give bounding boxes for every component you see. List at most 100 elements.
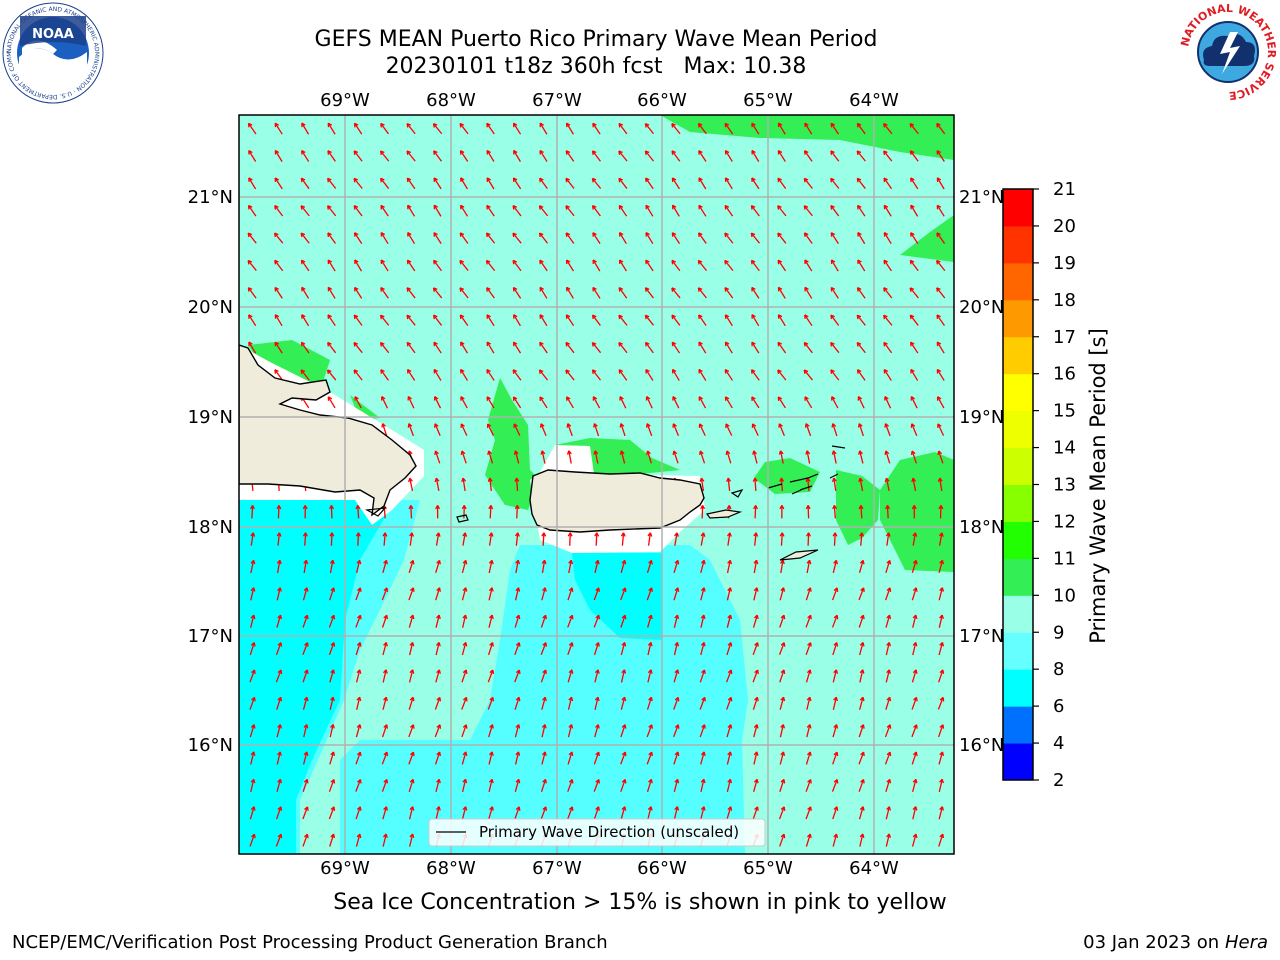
direction-arrow <box>644 123 655 135</box>
direction-arrow <box>276 505 282 519</box>
direction-arrow <box>725 450 732 464</box>
direction-arrow <box>247 287 257 299</box>
direction-arrow <box>461 724 468 738</box>
direction-arrow <box>645 232 654 245</box>
direction-arrow <box>938 778 944 793</box>
direction-arrow <box>830 314 840 326</box>
direction-arrow <box>300 205 310 217</box>
direction-arrow <box>751 149 760 162</box>
direction-arrow <box>382 641 388 656</box>
direction-arrow <box>777 232 787 244</box>
direction-arrow <box>326 369 337 381</box>
colorbar-segment <box>1003 706 1033 744</box>
direction-arrow <box>353 314 363 326</box>
direction-arrow <box>856 287 866 299</box>
direction-arrow <box>698 396 707 409</box>
direction-arrow <box>697 287 707 299</box>
direction-arrow <box>804 122 813 135</box>
direction-arrow <box>700 559 706 574</box>
direction-arrow <box>752 642 759 656</box>
direction-arrow <box>486 423 495 436</box>
direction-arrow <box>275 806 283 820</box>
direction-arrow <box>753 778 759 793</box>
direction-arrow <box>433 259 443 272</box>
direction-arrow <box>355 587 362 601</box>
direction-arrow <box>831 779 839 792</box>
direction-arrow <box>777 396 786 409</box>
direction-arrow <box>274 149 283 162</box>
direction-arrow <box>830 259 839 272</box>
direction-arrow <box>673 724 680 738</box>
direction-arrow <box>937 450 944 464</box>
direction-arrow <box>540 806 548 820</box>
direction-arrow <box>777 259 787 272</box>
direction-arrow <box>859 532 865 546</box>
lon-label-top: 64°W <box>849 90 899 111</box>
direction-arrow <box>779 559 785 574</box>
direction-arrow <box>726 724 733 738</box>
lat-label-left: 21°N <box>188 187 233 208</box>
direction-arrow <box>911 559 918 574</box>
direction-arrow <box>408 696 415 710</box>
hispaniola-landmass <box>239 344 417 517</box>
direction-arrow <box>857 232 866 245</box>
direction-arrow <box>409 641 415 656</box>
direction-arrow <box>514 614 521 628</box>
direction-arrow <box>329 724 335 738</box>
svg-text:NOAA: NOAA <box>32 27 74 42</box>
map-legend: Primary Wave Direction (unscaled) <box>428 818 766 847</box>
direction-arrow <box>354 396 362 409</box>
direction-arrow <box>486 341 495 354</box>
direction-arrow <box>276 587 282 601</box>
colorbar-segment <box>1003 299 1033 338</box>
direction-arrow <box>831 450 837 464</box>
direction-arrow <box>699 669 706 683</box>
direction-arrow <box>250 751 256 765</box>
direction-arrow <box>673 587 680 601</box>
direction-arrow <box>355 669 362 683</box>
direction-arrow <box>832 724 839 738</box>
direction-arrow <box>567 696 574 710</box>
direction-arrow <box>673 806 680 820</box>
direction-arrow <box>433 232 442 244</box>
direction-arrow <box>380 259 389 272</box>
direction-arrow <box>804 314 813 327</box>
direction-arrow <box>726 587 733 601</box>
direction-arrow <box>565 232 575 244</box>
colorbar-segment <box>1003 410 1033 449</box>
direction-arrow <box>434 450 441 464</box>
direction-arrow <box>645 368 654 381</box>
direction-arrow <box>247 259 257 272</box>
lon-label-top: 68°W <box>426 90 476 111</box>
direction-arrow <box>276 614 283 628</box>
direction-arrow <box>487 642 494 656</box>
direction-arrow <box>326 205 337 217</box>
direction-arrow <box>407 395 415 409</box>
direction-arrow <box>514 778 521 793</box>
direction-arrow <box>486 314 495 327</box>
direction-arrow <box>750 232 760 244</box>
lat-labels-left: 21°N 20°N 19°N 18°N 17°N 16°N <box>188 187 233 756</box>
direction-arrow <box>408 614 415 628</box>
direction-arrow <box>673 641 680 656</box>
direction-arrow <box>724 396 733 409</box>
direction-arrow <box>911 477 917 492</box>
direction-arrow <box>382 833 388 847</box>
direction-arrow <box>276 559 282 574</box>
direction-arrow <box>832 751 839 765</box>
direction-arrow <box>698 177 707 190</box>
lat-label-right: 21°N <box>959 187 1004 208</box>
direction-arrow <box>751 314 760 327</box>
lon-label-top: 69°W <box>320 90 370 111</box>
direction-arrow <box>514 724 521 738</box>
direction-arrow <box>408 806 415 820</box>
direction-arrow <box>909 259 919 272</box>
direction-arrow <box>488 532 494 546</box>
direction-arrow <box>620 532 626 546</box>
direction-arrow <box>459 150 469 162</box>
direction-arrow <box>830 122 839 135</box>
lon-label-bottom: 67°W <box>532 858 582 879</box>
direction-arrow <box>830 286 839 299</box>
direction-arrow <box>459 204 469 217</box>
direction-arrow <box>594 532 600 546</box>
